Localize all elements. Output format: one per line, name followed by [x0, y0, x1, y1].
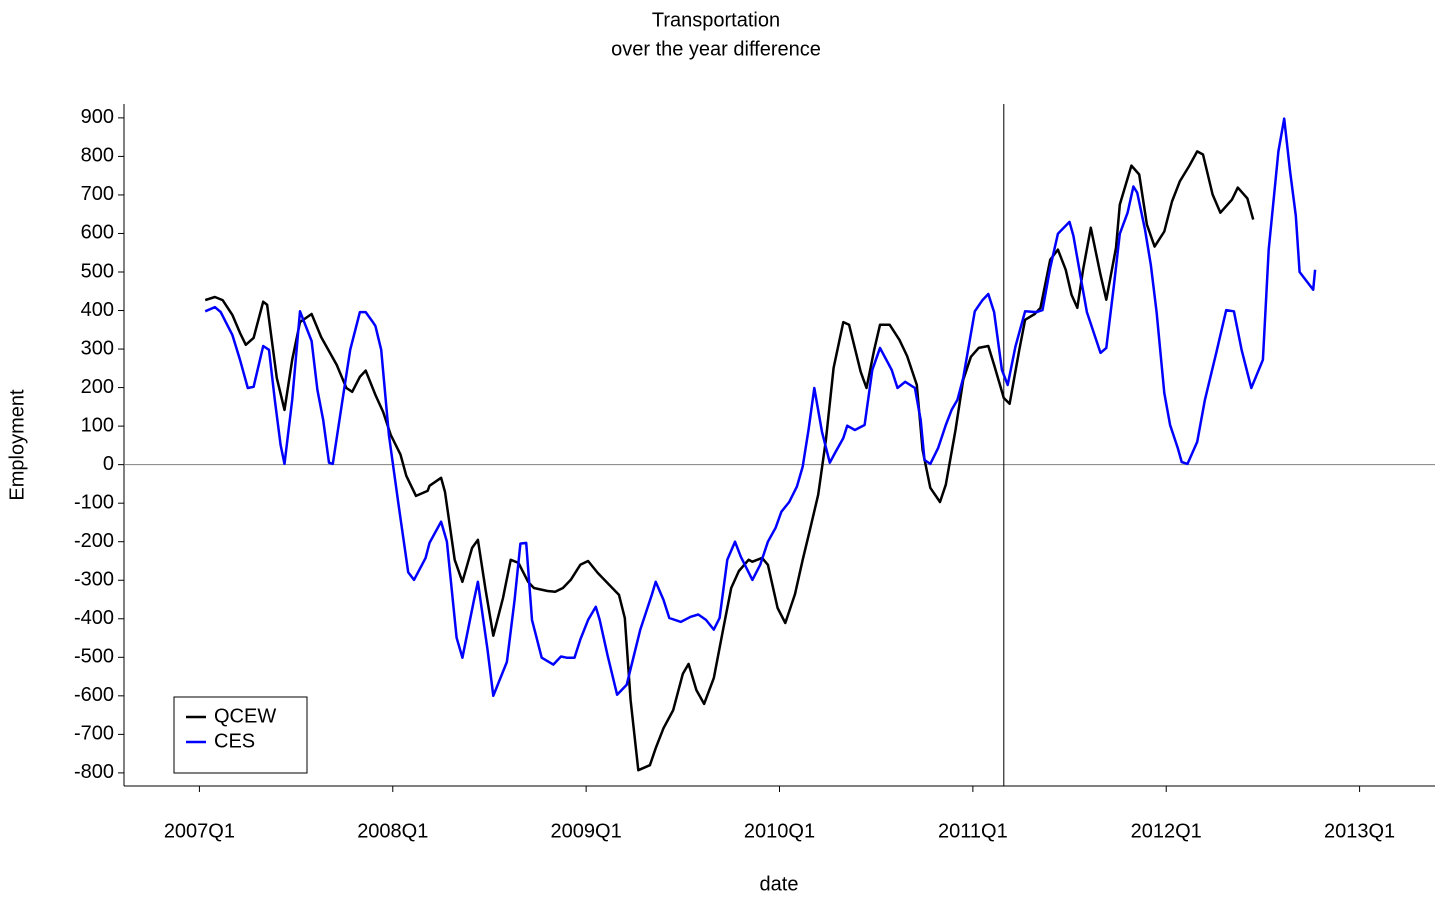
y-tick-label: 300 — [81, 337, 114, 359]
series-line — [204, 150, 1255, 772]
y-tick-label: -600 — [74, 684, 114, 706]
y-tick-label: -500 — [74, 646, 114, 668]
x-tick-label: 2007Q1 — [164, 820, 235, 842]
x-axis-label: date — [760, 873, 799, 895]
y-tick-label: -700 — [74, 723, 114, 745]
y-tick-label: 200 — [81, 376, 114, 398]
y-tick-label: 700 — [81, 183, 114, 205]
x-tick-label: 2009Q1 — [551, 820, 622, 842]
x-tick-label: 2011Q1 — [938, 820, 1008, 842]
y-tick-label: -300 — [74, 569, 114, 591]
y-tick-label: 500 — [81, 260, 114, 282]
y-tick-label: 800 — [81, 145, 114, 167]
y-tick-label: 900 — [81, 106, 114, 128]
y-axis-label: Employment — [6, 389, 28, 501]
y-tick-label: -800 — [74, 761, 114, 783]
y-tick-label: 400 — [81, 299, 114, 321]
y-tick-label: 0 — [103, 453, 114, 475]
x-tick-label: 2012Q1 — [1131, 820, 1202, 842]
y-tick-label: -100 — [74, 491, 114, 513]
y-tick-label: -400 — [74, 607, 114, 629]
legend-label: CES — [214, 730, 255, 752]
series-line — [204, 117, 1317, 698]
chart-subtitle: over the year difference — [611, 38, 821, 60]
x-tick-label: 2013Q1 — [1324, 820, 1395, 842]
y-tick-label: 600 — [81, 222, 114, 244]
legend-label: QCEW — [214, 705, 276, 727]
y-tick-label: 100 — [81, 414, 114, 436]
legend-box — [173, 696, 308, 774]
x-tick-label: 2010Q1 — [744, 820, 815, 842]
x-tick-label: 2008Q1 — [357, 820, 428, 842]
chart-title: Transportation — [652, 9, 780, 31]
y-tick-label: -200 — [74, 530, 114, 552]
